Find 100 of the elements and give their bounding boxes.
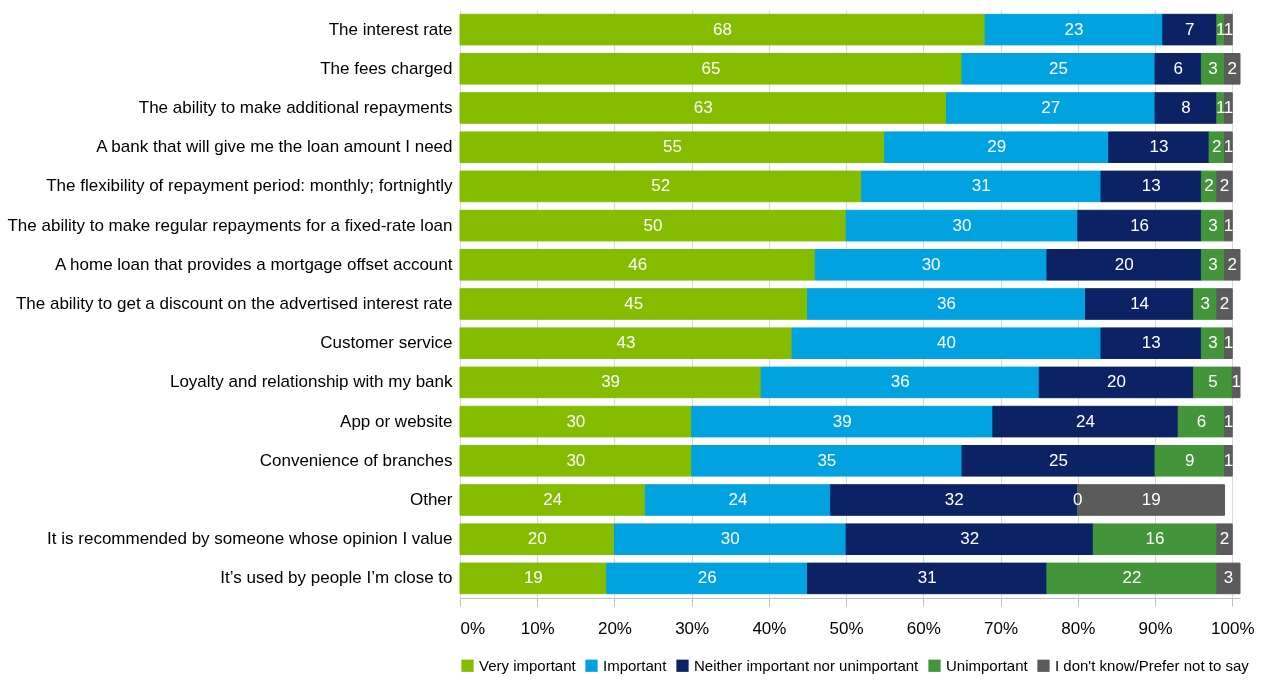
y-tick-label: It is recommended by someone whose opinion I value: [47, 529, 453, 549]
data-label: 6: [1173, 58, 1183, 78]
data-label: 36: [937, 294, 956, 313]
x-tick-label: 100%: [1211, 618, 1255, 638]
y-tick-label: App or website: [340, 411, 453, 431]
data-label: 20: [527, 529, 547, 549]
data-label: 16: [1130, 215, 1150, 235]
data-label: 40: [937, 333, 956, 353]
data-label: 68: [713, 19, 733, 39]
data-label: 2: [1219, 529, 1230, 549]
data-label: 19: [1141, 490, 1161, 509]
data-label: 24: [1076, 411, 1096, 431]
data-label: 1: [1215, 19, 1226, 39]
data-label: 7: [1185, 19, 1195, 39]
x-tick-label: 20%: [597, 618, 632, 638]
y-tick-label: Convenience of branches: [259, 450, 453, 470]
data-label: 43: [616, 333, 636, 353]
x-tick-label: 80%: [1061, 618, 1096, 638]
data-label: 24: [543, 490, 563, 509]
data-label: 13: [1149, 137, 1169, 157]
data-label: 2: [1219, 176, 1230, 196]
y-tick-label: The ability to get a discount on the advertised interest rate: [15, 294, 453, 313]
data-label: 3: [1223, 568, 1234, 588]
legend-label: Important: [603, 656, 668, 674]
data-label: 20: [1106, 372, 1126, 392]
data-label: 65: [701, 58, 721, 78]
data-label: 50: [643, 215, 663, 235]
data-label: 2: [1219, 294, 1230, 313]
data-label: 13: [1141, 333, 1161, 353]
data-label: 3: [1208, 254, 1218, 274]
data-label: 3: [1208, 215, 1218, 235]
data-label: 1: [1223, 411, 1234, 431]
data-label: 2: [1227, 58, 1238, 78]
y-tick-label: A bank that will give me the loan amount I need: [96, 137, 453, 157]
data-label: 3: [1208, 58, 1218, 78]
data-label: 1: [1223, 450, 1234, 470]
y-tick-label: Loyalty and relationship with my bank: [169, 372, 453, 392]
data-label: 1: [1223, 215, 1234, 235]
data-label: 52: [651, 176, 671, 196]
data-label: 26: [697, 568, 717, 588]
data-label: 39: [832, 411, 852, 431]
data-label: 46: [628, 254, 648, 274]
x-tick-label: 0%: [460, 618, 486, 638]
data-label: 2: [1204, 176, 1214, 196]
x-tick-label: 10%: [520, 618, 555, 638]
data-label: 20: [1114, 254, 1134, 274]
data-label: 55: [662, 137, 682, 157]
y-tick-label: The ability to make regular repayments for a fixed-rate loan: [7, 215, 453, 235]
data-label: 1: [1215, 98, 1226, 117]
x-tick-label: 70%: [984, 618, 1019, 638]
x-tick-label: 50%: [829, 618, 864, 638]
data-label: 23: [1064, 19, 1084, 39]
data-label: 30: [921, 254, 941, 274]
data-label: 45: [624, 294, 644, 313]
data-label: 6: [1196, 411, 1207, 431]
data-label: 29: [987, 137, 1007, 157]
data-label: 1: [1223, 137, 1234, 157]
data-label: 30: [952, 215, 972, 235]
data-label: 2: [1212, 137, 1222, 157]
data-label: 30: [720, 529, 740, 549]
y-tick-label: The interest rate: [328, 19, 453, 39]
y-tick-label: Other: [409, 490, 453, 509]
data-label: 1: [1231, 372, 1241, 392]
data-label: 3: [1200, 294, 1210, 313]
x-tick-label: 40%: [752, 618, 787, 638]
data-label: 35: [817, 450, 837, 470]
data-label: 32: [960, 529, 980, 549]
data-label: 31: [917, 568, 937, 588]
data-label: 16: [1145, 529, 1165, 549]
data-label: 19: [523, 568, 543, 588]
data-label: 14: [1130, 294, 1150, 313]
data-label: 3: [1208, 333, 1218, 353]
data-label: 5: [1208, 372, 1218, 392]
data-label: 0: [1073, 490, 1083, 509]
data-label: 36: [890, 372, 910, 392]
x-tick-label: 90%: [1138, 618, 1173, 638]
data-label: 30: [566, 450, 586, 470]
legend-label: Neither important nor unimportant: [694, 656, 920, 674]
data-label: 32: [944, 490, 964, 509]
y-tick-label: Customer service: [320, 333, 453, 353]
data-label: 27: [1041, 98, 1061, 117]
data-label: 25: [1049, 450, 1068, 470]
y-tick-label: The flexibility of repayment period: monthly; fortnightly: [46, 176, 453, 196]
legend-label: Unimportant: [946, 656, 1029, 674]
data-label: 22: [1122, 568, 1142, 588]
data-label: 31: [971, 176, 991, 196]
y-tick-label: A home loan that provides a mortgage offset account: [54, 254, 453, 274]
x-tick-label: 30%: [675, 618, 710, 638]
x-tick-label: 60%: [906, 618, 941, 638]
legend-label: I don't know/Prefer not to say: [1055, 656, 1250, 674]
y-tick-label: The fees charged: [320, 58, 453, 78]
data-label: 24: [728, 490, 748, 509]
data-label: 63: [693, 98, 713, 117]
data-label: 13: [1141, 176, 1161, 196]
data-label: 30: [566, 411, 586, 431]
y-tick-label: The ability to make additional repayments: [138, 98, 453, 117]
data-label: 8: [1181, 98, 1191, 117]
legend-label: Very important: [479, 656, 577, 674]
data-label: 25: [1049, 58, 1068, 78]
data-label: 2: [1227, 254, 1238, 274]
